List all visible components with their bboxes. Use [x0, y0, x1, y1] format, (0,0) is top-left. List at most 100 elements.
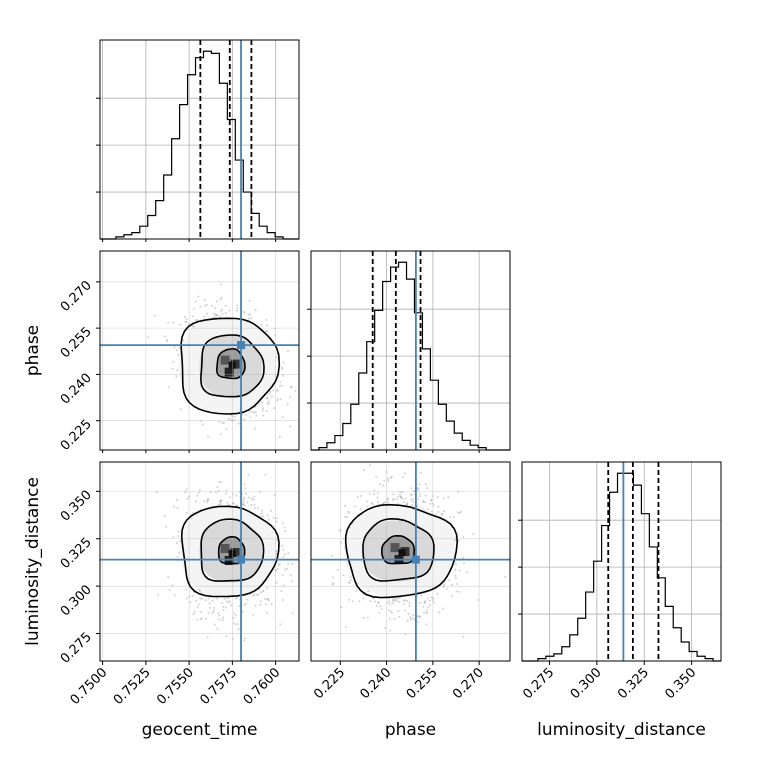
panel-frame	[99, 39, 300, 240]
sample-point	[455, 590, 458, 593]
sample-point	[267, 400, 270, 403]
sample-point	[449, 516, 452, 519]
sample-point	[184, 320, 187, 323]
sample-point	[259, 604, 262, 607]
sample-point	[370, 501, 373, 504]
sample-point	[167, 321, 170, 324]
x-tick-label: 0.7550	[154, 665, 197, 708]
sample-point	[273, 407, 276, 410]
sample-point	[186, 511, 189, 514]
truth-point	[411, 555, 420, 564]
sample-point	[404, 609, 407, 612]
sample-point	[219, 298, 222, 301]
sample-point	[222, 422, 225, 425]
sample-point	[393, 618, 396, 621]
sample-point	[206, 636, 209, 639]
sample-point	[236, 596, 239, 599]
sample-point	[302, 579, 304, 581]
sample-point	[358, 600, 361, 603]
sample-point	[266, 611, 269, 614]
sample-point	[366, 500, 369, 503]
sample-point	[392, 497, 395, 500]
sample-point	[413, 618, 416, 621]
sample-point	[410, 494, 413, 497]
sample-point	[422, 500, 425, 503]
x-tick-label: 0.300	[568, 665, 605, 702]
sample-point	[290, 580, 293, 583]
sample-point	[454, 574, 457, 577]
sample-point	[458, 590, 461, 593]
sample-point	[406, 502, 409, 505]
sample-point	[175, 349, 178, 352]
sample-point	[284, 530, 287, 533]
y-tick-label: 0.225	[58, 417, 95, 454]
sample-point	[377, 601, 380, 604]
sample-point	[214, 313, 217, 316]
sample-point	[262, 414, 265, 417]
ticks-layer: 0.7500 0.7525 0.7550 0.7575 0.7600 geocent_ti…	[23, 97, 706, 740]
x-axis-label-phase: phase	[385, 720, 436, 740]
sample-point	[405, 503, 408, 506]
sample-point	[342, 574, 345, 577]
density-core-cell	[224, 556, 234, 566]
sample-point	[262, 590, 265, 593]
contour-level-3	[344, 503, 459, 599]
sample-point	[458, 512, 461, 515]
grid-layer	[100, 40, 721, 661]
sample-point	[275, 517, 278, 520]
sample-point	[163, 514, 166, 517]
x-tick-label: 0.350	[663, 665, 700, 702]
sample-point	[266, 597, 269, 600]
sample-point	[196, 606, 199, 609]
sample-point	[176, 369, 179, 372]
sample-point	[224, 492, 227, 495]
sample-point	[222, 616, 225, 619]
sample-point	[408, 604, 411, 607]
sample-point	[424, 483, 427, 486]
sample-point	[423, 611, 426, 614]
sample-point	[211, 599, 214, 602]
x-tick-label: 0.7575	[197, 665, 240, 708]
panel-frame	[310, 250, 511, 451]
sample-point	[177, 535, 180, 538]
sample-point	[241, 610, 244, 613]
sample-point	[178, 540, 181, 543]
sample-point	[336, 569, 339, 572]
sample-point	[416, 487, 419, 490]
sample-point	[177, 353, 180, 356]
sample-point	[280, 366, 283, 369]
sample-point	[164, 335, 167, 338]
sample-point	[463, 561, 466, 564]
sample-point	[226, 600, 229, 603]
sample-point	[441, 513, 444, 516]
sample-point	[374, 600, 377, 603]
sample-point	[243, 603, 246, 606]
sample-point	[276, 390, 279, 393]
sample-point	[226, 501, 229, 504]
sample-point	[199, 305, 202, 308]
sample-point	[267, 518, 270, 521]
sample-point	[253, 411, 256, 414]
sample-point	[253, 593, 256, 596]
sample-point	[218, 503, 221, 506]
sample-point	[225, 635, 228, 638]
sample-point	[419, 471, 422, 474]
sample-point	[157, 593, 160, 596]
sample-point	[248, 299, 251, 302]
sample-point	[200, 617, 203, 620]
sample-point	[395, 599, 398, 602]
sample-point	[201, 423, 204, 426]
sample-point	[207, 612, 210, 615]
sample-point	[275, 581, 278, 584]
sample-point	[331, 554, 334, 557]
sample-point	[212, 609, 215, 612]
sample-point	[406, 599, 409, 602]
sample-point	[281, 522, 284, 525]
x-tick-label: 0.270	[450, 665, 487, 702]
sample-point	[403, 602, 406, 605]
sample-point	[244, 602, 247, 605]
sample-point	[390, 475, 393, 478]
sample-point	[208, 606, 211, 609]
sample-point	[432, 601, 435, 604]
sample-point	[226, 596, 229, 599]
